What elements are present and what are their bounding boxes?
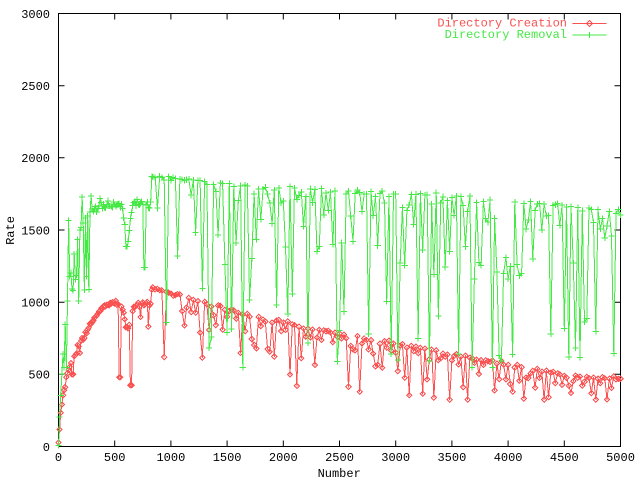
svg-text:1000: 1000 <box>21 297 50 311</box>
svg-text:Number: Number <box>318 467 361 480</box>
svg-text:3000: 3000 <box>21 8 50 22</box>
svg-text:1500: 1500 <box>213 451 242 465</box>
svg-text:4500: 4500 <box>550 451 579 465</box>
svg-text:1500: 1500 <box>21 224 50 238</box>
svg-text:2000: 2000 <box>269 451 298 465</box>
svg-text:1000: 1000 <box>156 451 185 465</box>
svg-text:Rate: Rate <box>4 216 18 245</box>
svg-text:4000: 4000 <box>494 451 523 465</box>
svg-text:5000: 5000 <box>606 451 635 465</box>
svg-text:2500: 2500 <box>21 80 50 94</box>
svg-text:2500: 2500 <box>325 451 354 465</box>
svg-text:2000: 2000 <box>21 152 50 166</box>
svg-text:Directory Creation: Directory Creation <box>437 17 567 31</box>
svg-text:0: 0 <box>55 451 62 465</box>
svg-text:Directory Removal: Directory Removal <box>445 28 567 42</box>
svg-text:0: 0 <box>43 441 50 455</box>
svg-text:500: 500 <box>28 369 50 383</box>
svg-text:3500: 3500 <box>437 451 466 465</box>
svg-text:500: 500 <box>104 451 126 465</box>
svg-text:3000: 3000 <box>381 451 410 465</box>
